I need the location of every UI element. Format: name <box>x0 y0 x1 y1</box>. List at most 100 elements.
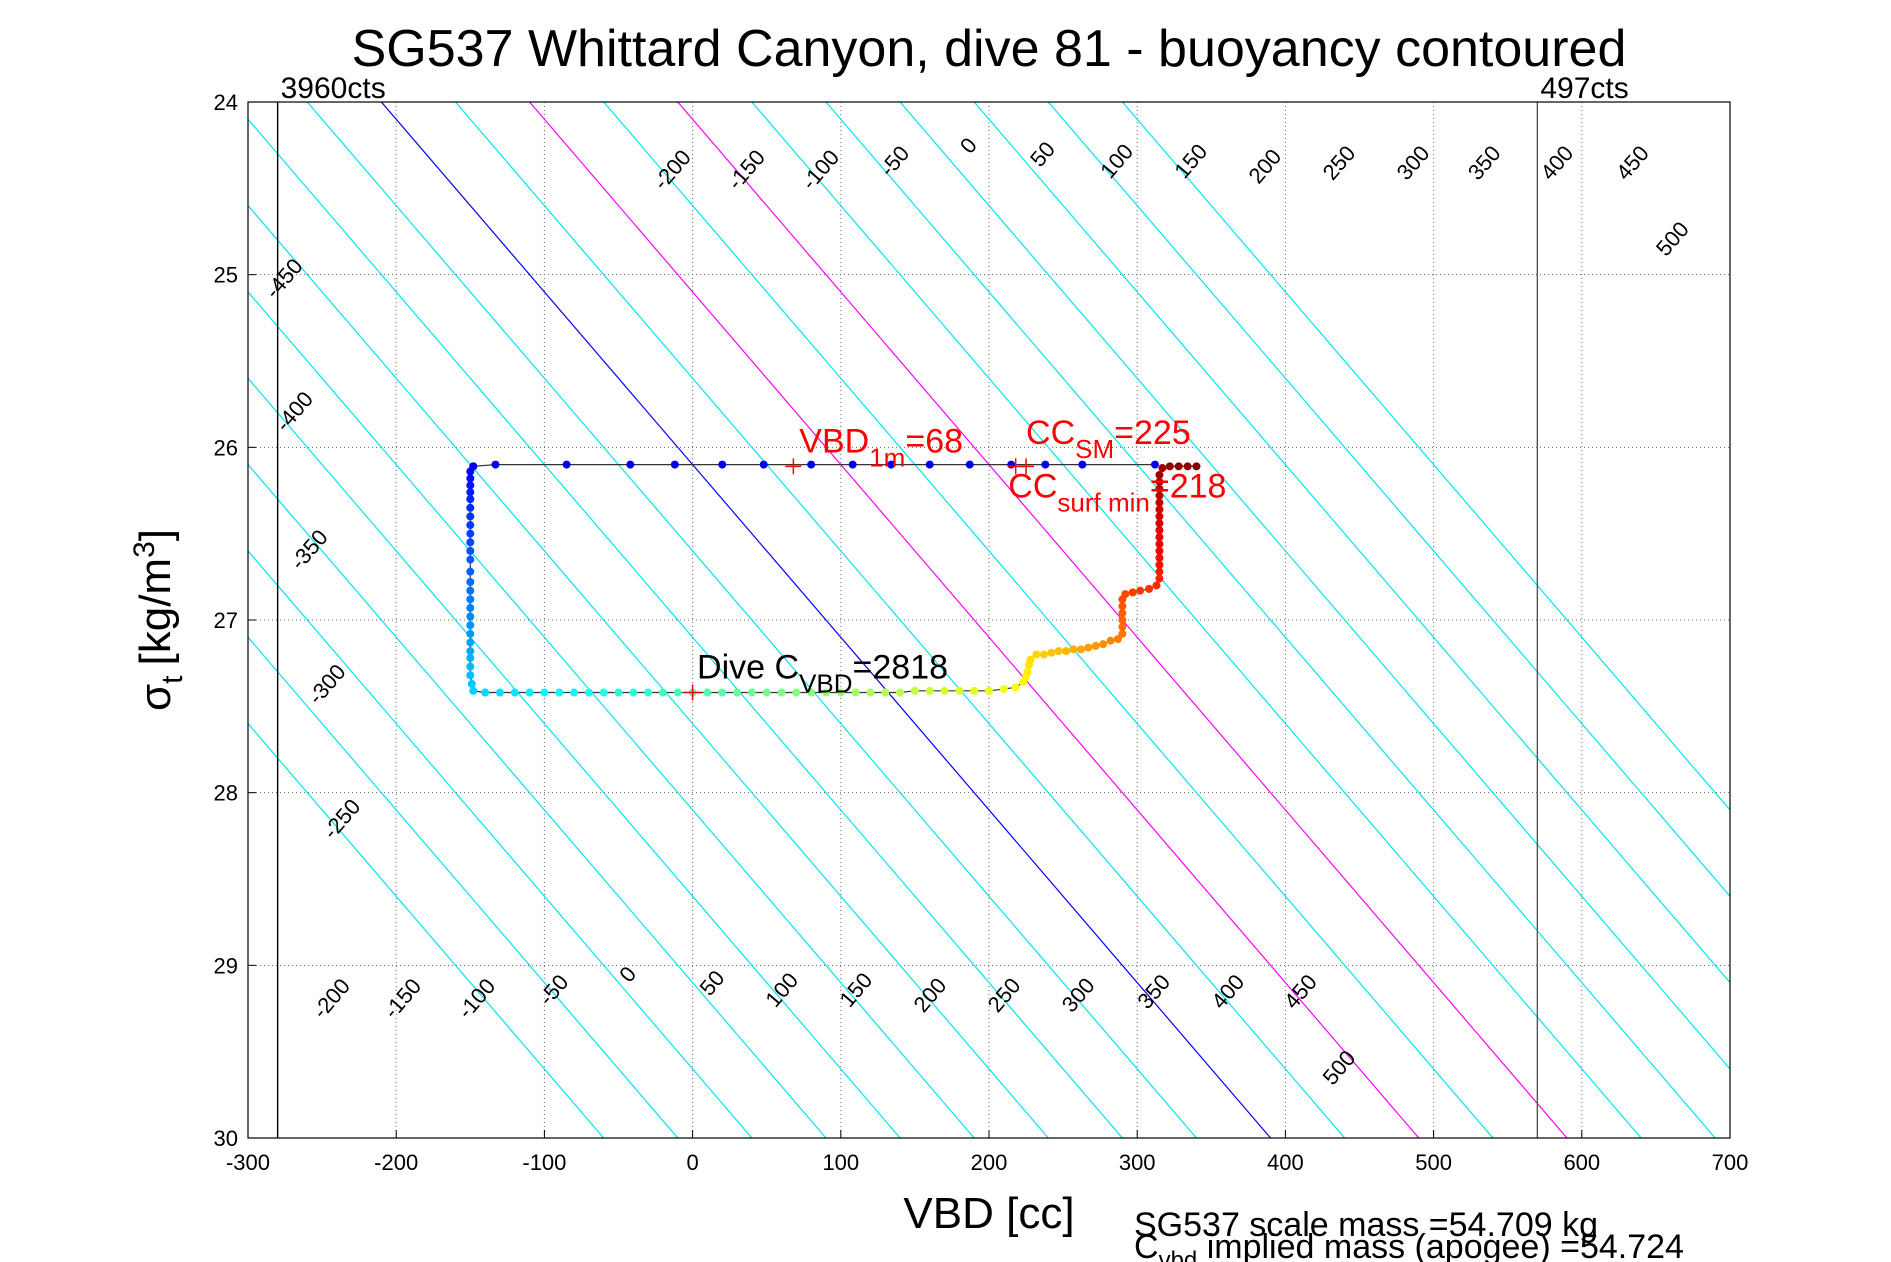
surface-point <box>925 460 934 469</box>
surface-point <box>965 460 974 469</box>
x-tick-label: 700 <box>1712 1150 1749 1175</box>
annotation-divec: Dive CVBD=2818 <box>697 649 948 699</box>
x-tick-label: 600 <box>1563 1150 1600 1175</box>
profile-point <box>703 688 712 697</box>
contour-label: 200 <box>909 973 952 1017</box>
profile-point <box>999 685 1008 694</box>
profile-point <box>1118 609 1127 618</box>
profile-point <box>1155 470 1164 479</box>
contour-label: -450 <box>260 254 308 304</box>
y-axis-label: σt [kg/m3] <box>128 529 189 711</box>
contour-labels: -200 -150 -100 -50 0 50 100 150 200 250 300 350 400 4… <box>260 133 1694 1090</box>
profile-point <box>673 688 682 697</box>
profile-point <box>570 688 579 697</box>
annotation-tail: =218 <box>1150 467 1227 505</box>
profile-point <box>1155 505 1164 514</box>
contour-line <box>248 377 901 1138</box>
contour-label: 0 <box>955 133 982 159</box>
profile-point <box>599 688 608 697</box>
profile-point <box>466 662 475 671</box>
profile-point <box>466 603 475 612</box>
annotation-sub: surf min <box>1057 487 1149 517</box>
contour-line <box>248 550 753 1138</box>
profile-point <box>1183 462 1192 471</box>
annotation-main: Dive C <box>697 649 799 687</box>
contour-line <box>248 118 1123 1138</box>
y-tick-label: 27 <box>214 608 238 633</box>
profile-point <box>955 686 964 695</box>
contour-line <box>1047 102 1730 898</box>
annotation-tail: =68 <box>905 423 963 461</box>
profile-point <box>1099 640 1108 649</box>
x-axis-label: VBD [cc] <box>903 1189 1074 1238</box>
contour-line <box>751 102 1642 1138</box>
profile-point <box>777 688 786 697</box>
profile-point <box>467 679 476 688</box>
contour-line <box>248 291 975 1138</box>
surface-point <box>626 460 635 469</box>
profile-point <box>469 686 478 695</box>
profile-point <box>1155 526 1164 535</box>
y-tick-label: 28 <box>214 781 238 806</box>
profile-point <box>466 612 475 621</box>
x-tick-label: 300 <box>1119 1150 1156 1175</box>
implied-mass-main: C <box>1134 1228 1159 1262</box>
profile-point <box>1047 648 1056 657</box>
contour-label: -200 <box>307 974 355 1024</box>
profile-point <box>970 686 979 695</box>
profile-point <box>1023 667 1032 676</box>
contour-label: 0 <box>614 961 641 987</box>
contour-label: 200 <box>1243 144 1286 188</box>
contour-label: 350 <box>1463 141 1506 185</box>
contour-line <box>1121 102 1730 811</box>
profile-point <box>1026 655 1035 664</box>
x-tick-label: 200 <box>971 1150 1008 1175</box>
contour-line <box>248 463 827 1138</box>
scale-mass-text: SG537 scale mass =54.709 kg <box>1134 1206 1598 1244</box>
profile-point <box>466 538 475 547</box>
y-axis-label-unit-close: ] <box>131 529 180 541</box>
contour-label: 500 <box>1651 217 1694 261</box>
x-tick-label: -300 <box>226 1150 270 1175</box>
contour-label: 350 <box>1132 969 1175 1013</box>
contour-label: -100 <box>796 145 844 195</box>
contour-line <box>380 102 1272 1138</box>
contour-label: -150 <box>722 145 770 195</box>
count-line-label: 3960cts <box>281 72 386 105</box>
annotation-main: VBD <box>799 423 869 461</box>
profile-point <box>466 495 475 504</box>
surface-point <box>670 460 679 469</box>
profile-point <box>1118 629 1127 638</box>
profile-point <box>510 688 519 697</box>
dive-profile <box>466 460 1201 697</box>
profile-point <box>1174 462 1183 471</box>
profile-point <box>466 586 475 595</box>
y-tick-label: 25 <box>214 263 238 288</box>
profile-point <box>925 686 934 695</box>
count-line-label: 497cts <box>1540 72 1628 105</box>
y-tick-label: 29 <box>214 953 238 978</box>
implied-mass-sub: vbd <box>1159 1247 1198 1262</box>
profile-point <box>1155 484 1164 493</box>
profile-point <box>525 688 534 697</box>
contour-label: 400 <box>1535 141 1578 185</box>
x-tick-label: -200 <box>374 1150 418 1175</box>
chart-title: SG537 Whittard Canyon, dive 81 - buoyanc… <box>352 20 1627 78</box>
profile-point <box>1106 636 1115 645</box>
annotation-vbd1m: VBD1m=68 <box>799 423 963 473</box>
surface-point <box>1150 460 1159 469</box>
contour-label: -150 <box>379 974 427 1024</box>
profile-point <box>1192 462 1201 471</box>
profile-point <box>644 688 653 697</box>
contour-label: -100 <box>453 974 501 1024</box>
profile-point <box>466 521 475 530</box>
profile-point <box>910 686 919 695</box>
y-axis-label-unit-superscript: 3 <box>128 541 161 558</box>
profile-point <box>466 578 475 587</box>
profile-point <box>851 688 860 697</box>
surface-point <box>562 460 571 469</box>
profile-point <box>658 688 667 697</box>
annotation-main: CC <box>1008 467 1057 505</box>
contour-label: -200 <box>648 145 696 195</box>
